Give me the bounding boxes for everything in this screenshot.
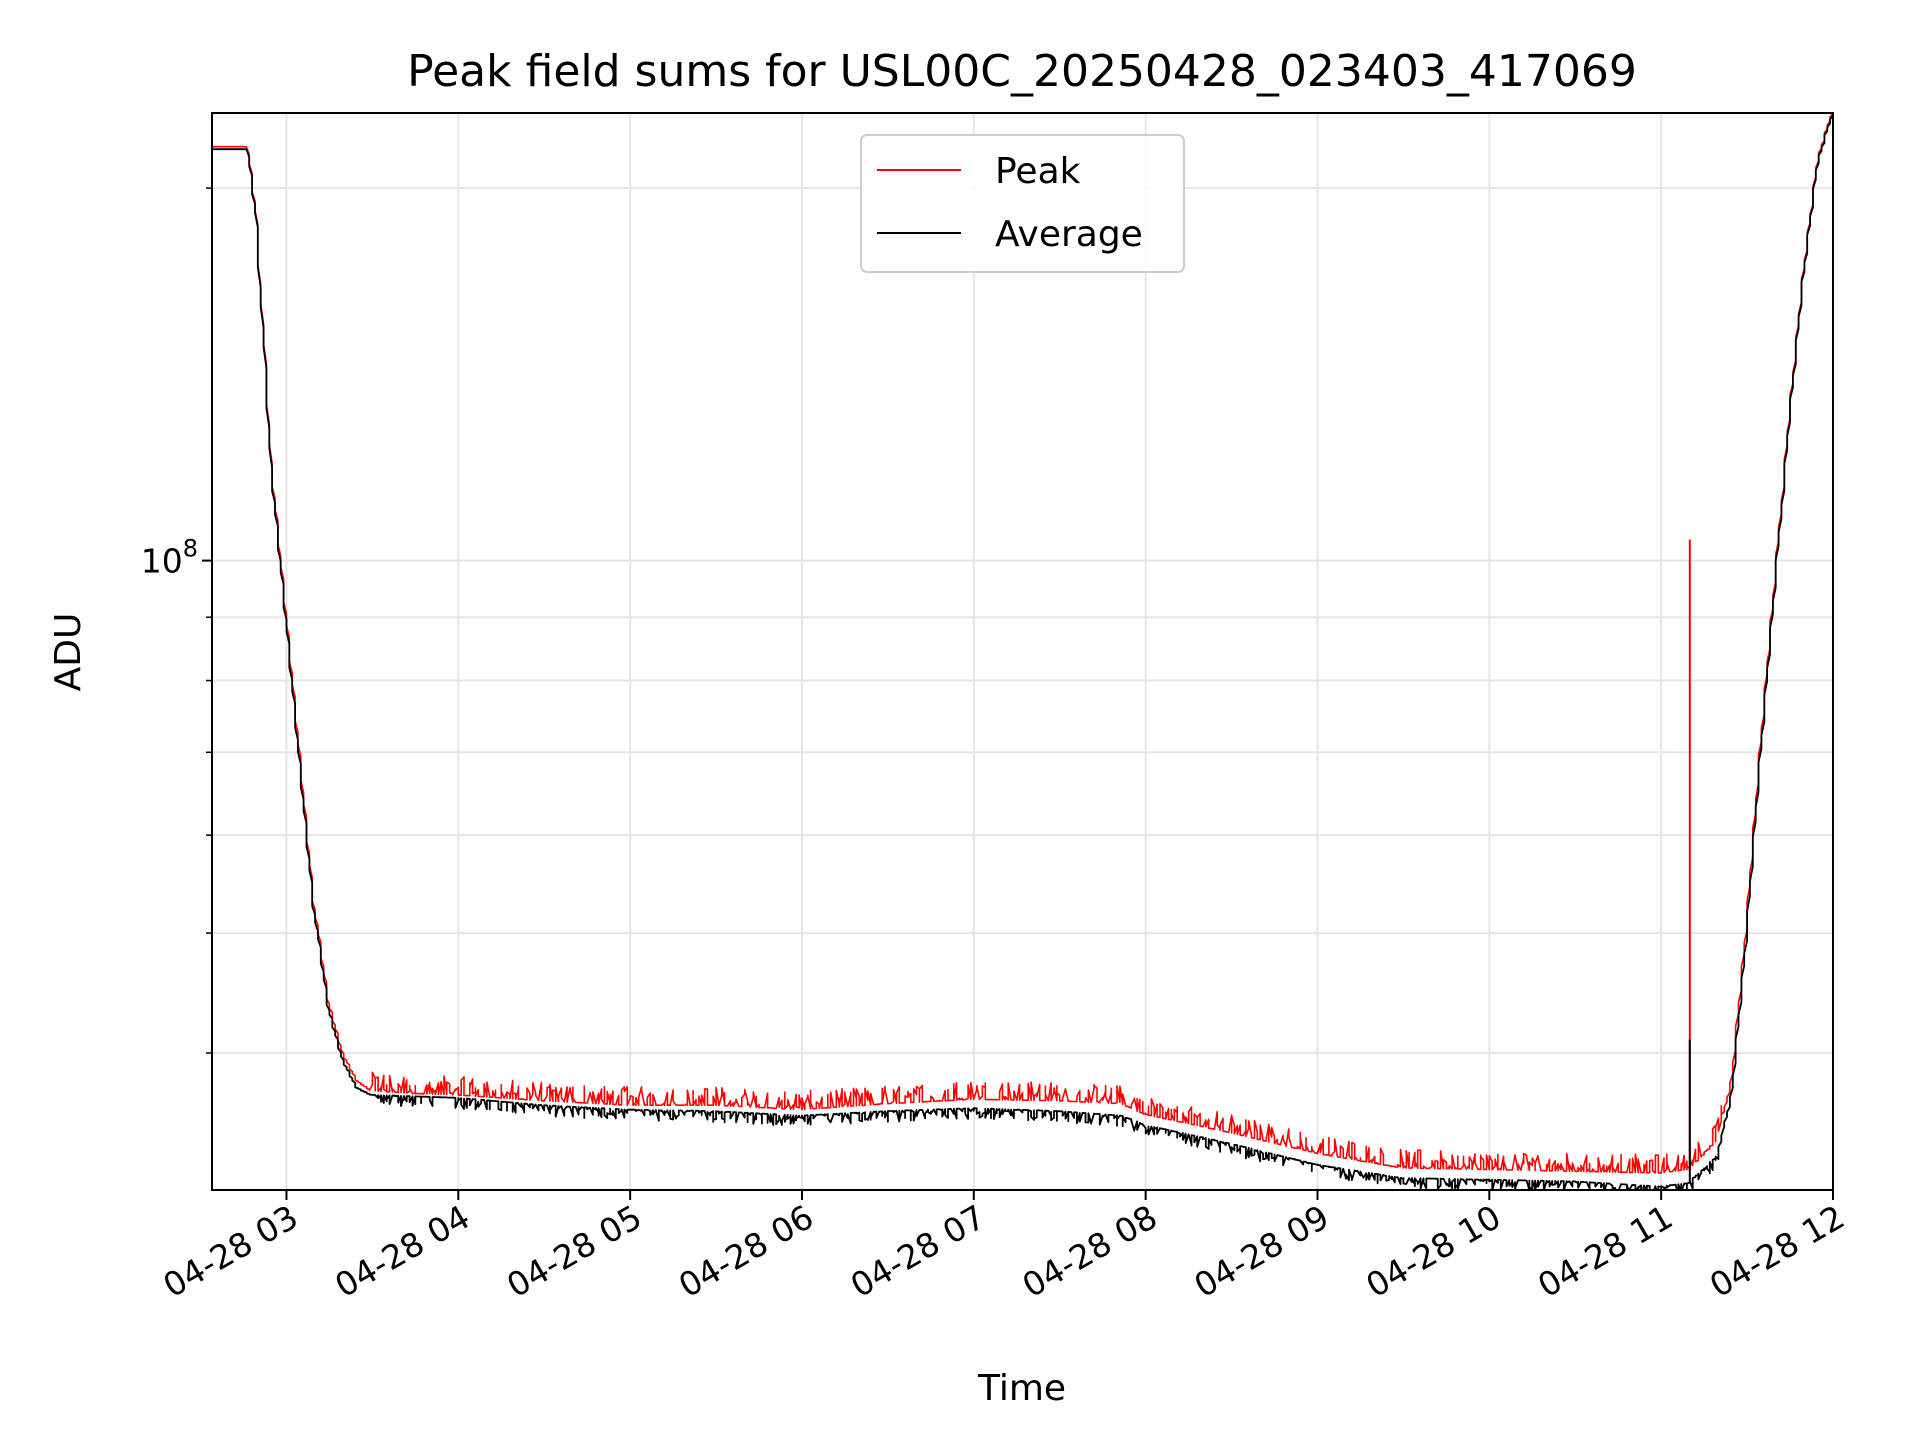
series-line-peak bbox=[212, 113, 1833, 1174]
series-line-average bbox=[212, 114, 1833, 1190]
chart-title: Peak field sums for USL00C_20250428_0234… bbox=[407, 46, 1637, 97]
plot-frame bbox=[211, 112, 1834, 1191]
legend-label-peak: Peak bbox=[995, 151, 1081, 192]
legend-label-average: Average bbox=[995, 214, 1143, 255]
y-axis-label: ADU bbox=[48, 613, 89, 692]
series-group bbox=[212, 113, 1833, 1190]
legend: Peak Average bbox=[860, 134, 1185, 273]
series-layer bbox=[212, 113, 1833, 1190]
x-axis-label: Time bbox=[977, 1368, 1066, 1409]
